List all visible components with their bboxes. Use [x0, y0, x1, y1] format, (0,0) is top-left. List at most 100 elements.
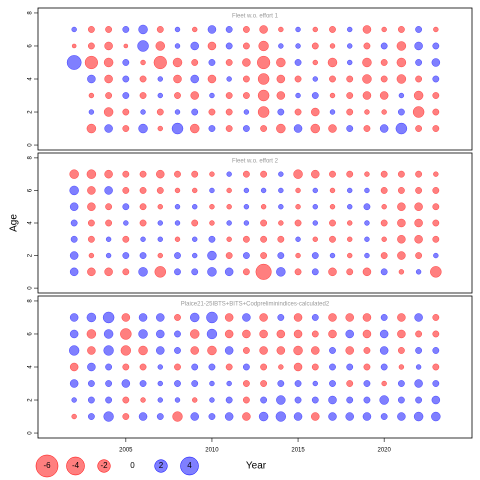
bubble — [84, 55, 99, 70]
bubble — [432, 380, 440, 387]
bubble — [122, 125, 130, 132]
bubble — [260, 235, 268, 243]
bubble — [397, 235, 406, 244]
bubble — [312, 204, 318, 210]
bubble — [397, 218, 406, 228]
y-tick-label: 6 — [28, 188, 34, 192]
bubble — [311, 396, 319, 404]
bubble — [398, 269, 405, 275]
bubble — [243, 109, 250, 115]
bubble — [328, 329, 337, 339]
bubble — [294, 396, 302, 404]
bubble — [156, 26, 164, 33]
bubble — [138, 24, 148, 35]
bubble — [430, 266, 442, 278]
bubble — [226, 220, 232, 226]
bubble — [86, 312, 97, 323]
bubble — [311, 268, 319, 276]
bubble — [174, 268, 181, 276]
x-tick-label: 2010 — [205, 448, 219, 454]
bubble — [379, 124, 389, 133]
bubble — [191, 108, 199, 116]
bubble — [346, 75, 354, 83]
bubble — [137, 40, 149, 52]
bubble — [156, 108, 164, 116]
y-tick-label: 8 — [28, 11, 34, 15]
bubble — [138, 412, 148, 421]
bubble — [242, 26, 250, 33]
bubble — [432, 92, 440, 99]
bubble — [431, 411, 441, 422]
bubble — [174, 170, 181, 178]
bubble — [174, 220, 181, 226]
bubble — [415, 252, 423, 259]
bubble — [87, 396, 95, 404]
panel-frame — [37, 152, 473, 294]
y-tick-label: 6 — [28, 44, 34, 48]
bubble — [381, 236, 387, 242]
bubble — [380, 268, 388, 276]
bubble — [276, 346, 286, 355]
bubble — [414, 41, 423, 51]
bubble — [346, 268, 354, 276]
bubble — [88, 252, 95, 259]
bubble — [277, 252, 285, 259]
bubble — [257, 89, 270, 102]
y-tick-label: 8 — [28, 156, 34, 160]
bubble — [105, 380, 113, 387]
bubble — [397, 347, 405, 354]
bubble — [156, 413, 164, 420]
bubble — [208, 413, 216, 420]
bubble — [397, 412, 406, 421]
bubble — [172, 57, 183, 68]
bubble — [293, 169, 303, 179]
bubble — [208, 363, 216, 371]
bubble — [381, 109, 387, 115]
bubble — [207, 25, 217, 34]
panel-title: Fleet w.o. effort 1 — [232, 14, 279, 20]
bubble — [122, 203, 130, 211]
bubble — [225, 108, 233, 116]
bubble — [362, 91, 372, 100]
bubble — [123, 43, 129, 49]
bubble — [362, 313, 372, 322]
bubble — [69, 251, 79, 260]
bubble — [432, 187, 440, 194]
bubble — [329, 109, 336, 115]
bubble — [259, 313, 268, 322]
bubble — [396, 74, 407, 84]
bubble — [381, 204, 387, 210]
bubble — [88, 109, 95, 115]
bubble — [294, 75, 302, 83]
bubble — [86, 169, 97, 179]
bubble — [192, 26, 198, 33]
bubble — [347, 220, 353, 226]
bubble — [259, 346, 268, 355]
bubble — [277, 108, 285, 116]
bubble — [121, 379, 131, 388]
bubble — [192, 252, 198, 259]
bubble — [224, 329, 234, 339]
bubble — [311, 92, 319, 99]
bubble — [140, 59, 146, 66]
bubble — [226, 204, 232, 210]
bubble — [242, 170, 250, 178]
bubble — [191, 219, 199, 227]
bubble — [122, 252, 130, 259]
bubble — [276, 395, 286, 405]
bubble — [207, 267, 217, 277]
bubble — [257, 106, 270, 118]
bubble — [104, 124, 113, 133]
bubble — [327, 57, 338, 68]
bubble — [225, 252, 233, 259]
bubble — [138, 123, 148, 134]
bubble — [295, 236, 301, 242]
bubble — [192, 187, 198, 194]
bubble — [293, 345, 303, 356]
bubble — [209, 380, 215, 387]
bubble — [432, 125, 440, 132]
bubble — [414, 313, 423, 322]
bubble — [260, 252, 268, 259]
bubble — [226, 76, 232, 82]
